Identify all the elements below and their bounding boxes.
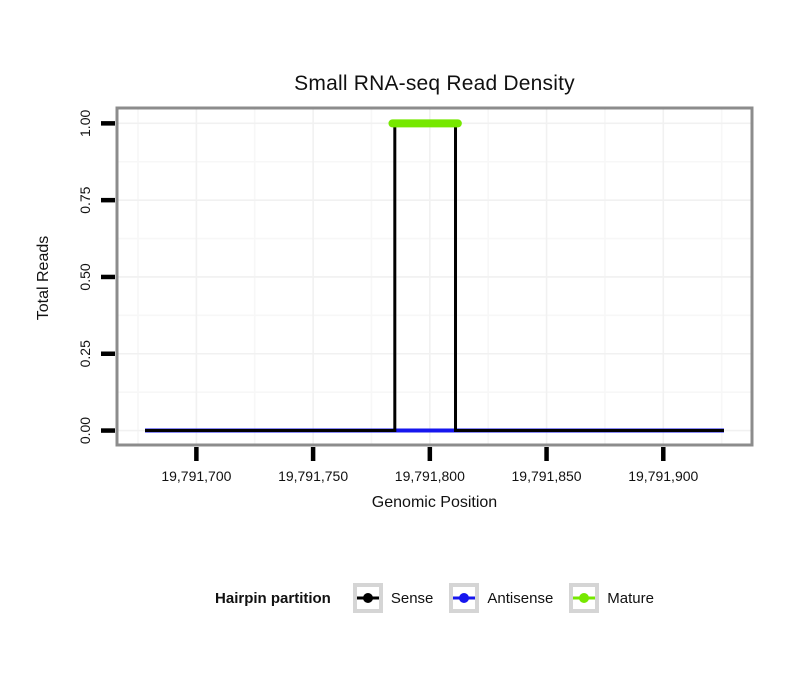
- panel-border: [115, 106, 754, 447]
- legend-dot: [579, 593, 590, 603]
- y-axis-tick-label: 1.00: [77, 110, 93, 137]
- legend-key-antisense: Antisense: [449, 583, 553, 613]
- legend-line-dot-icon: [573, 593, 596, 603]
- chart-title: Small RNA-seq Read Density: [294, 72, 575, 95]
- x-axis-tick-label: 19,791,800: [395, 468, 465, 484]
- y-axis-title: Total Reads: [35, 235, 52, 321]
- x-axis-title: Genomic Position: [371, 494, 498, 511]
- legend-line-dot-icon: [453, 593, 476, 603]
- x-axis-tick-label: 19,791,700: [161, 468, 231, 484]
- y-axis-tick-label: 0.75: [77, 186, 93, 213]
- legend: Hairpin partition Sense Antisense: [117, 580, 752, 616]
- x-axis-tick-label: 19,791,900: [628, 468, 698, 484]
- legend-label-sense: Sense: [390, 589, 434, 607]
- x-axis-tick-label: 19,791,750: [278, 468, 348, 484]
- y-axis-tick-label: 0.00: [77, 417, 93, 444]
- y-axis-tick-label: 0.50: [77, 263, 93, 290]
- legend-swatch-antisense: [449, 583, 480, 613]
- legend-title: Hairpin partition: [215, 589, 331, 607]
- y-axis-tick-label: 0.25: [77, 340, 93, 367]
- legend-dot: [459, 593, 470, 603]
- legend-key-mature: Mature: [569, 583, 654, 613]
- legend-label-antisense: Antisense: [487, 589, 554, 607]
- legend-swatch-sense: [352, 583, 383, 613]
- plot-panel: 19,791,700 19,791,750 19,791,800 19,791,850…: [77, 106, 754, 484]
- x-axis-tick-label: 19,791,850: [512, 468, 582, 484]
- legend-swatch-mature: [569, 583, 600, 613]
- legend-dot: [362, 593, 373, 603]
- legend-label-mature: Mature: [607, 589, 654, 607]
- legend-key-sense: Sense: [352, 583, 434, 613]
- legend-line-dot-icon: [356, 593, 379, 603]
